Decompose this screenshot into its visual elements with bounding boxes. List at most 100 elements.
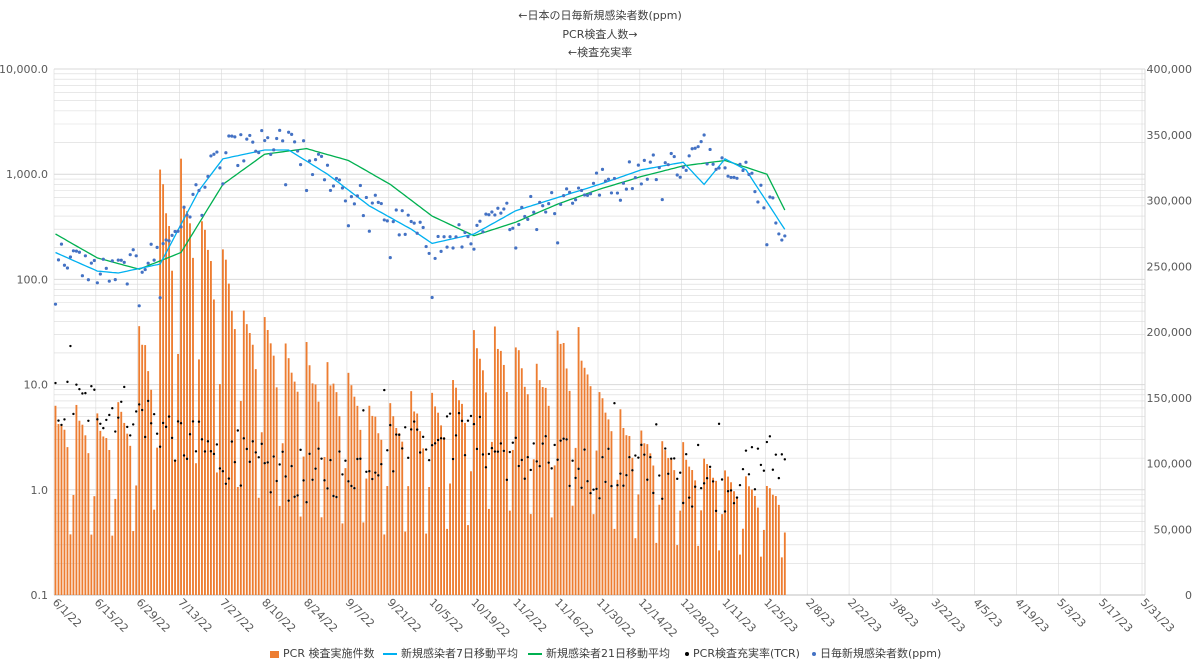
- legend-swatch-bars: [270, 650, 279, 658]
- x-tick-label: 10/5/22: [426, 596, 465, 635]
- pcr-bar: [733, 491, 735, 595]
- x-tick-label: 6/1/22: [50, 596, 84, 630]
- daily-case-point: [651, 153, 655, 157]
- tcr-point: [132, 423, 135, 426]
- daily-case-point: [269, 152, 273, 156]
- pcr-bar: [305, 342, 308, 595]
- daily-case-point: [430, 295, 434, 300]
- tcr-point: [750, 446, 754, 449]
- tcr-point: [188, 433, 192, 436]
- daily-cases-points: [53, 128, 787, 308]
- tcr-point: [275, 479, 278, 483]
- tcr-point: [362, 409, 365, 412]
- pcr-bar: [631, 457, 634, 595]
- pcr-bar: [762, 529, 765, 595]
- right-tick-label: 350,000: [1147, 129, 1193, 142]
- pcr-bar: [655, 542, 658, 595]
- daily-case-point: [490, 210, 494, 214]
- pcr-bar: [467, 525, 469, 595]
- tcr-point: [386, 449, 389, 452]
- daily-case-point: [573, 198, 578, 202]
- daily-case-point: [523, 214, 527, 219]
- tcr-point: [404, 426, 407, 429]
- pcr-bar: [592, 514, 595, 595]
- tcr-point: [777, 476, 781, 480]
- right-tick-label: 150,000: [1147, 392, 1193, 405]
- tcr-point: [601, 455, 604, 459]
- daily-case-point: [290, 132, 294, 136]
- pcr-bar: [156, 447, 159, 595]
- pcr-bar: [607, 419, 610, 595]
- tcr-point: [511, 441, 515, 444]
- daily-case-point: [373, 193, 377, 197]
- pcr-bar: [526, 394, 529, 595]
- daily-case-point: [750, 171, 754, 175]
- pcr-bar: [296, 391, 299, 595]
- pcr-bar: [218, 384, 221, 595]
- pcr-bar: [126, 433, 129, 595]
- daily-case-point: [600, 167, 605, 171]
- pcr-bar: [768, 488, 771, 595]
- pcr-bar: [544, 387, 547, 595]
- daily-case-point: [726, 174, 730, 178]
- pcr-bar: [362, 522, 365, 595]
- pcr-bar: [404, 531, 407, 595]
- daily-case-point: [131, 248, 135, 252]
- tcr-point: [158, 445, 162, 448]
- pcr-bar: [177, 353, 179, 595]
- tcr-point: [78, 387, 81, 391]
- daily-case-point: [579, 188, 584, 193]
- left-tick-label: 0.1: [31, 589, 49, 602]
- tcr-point: [329, 458, 332, 462]
- pcr-bar: [117, 402, 120, 595]
- pcr-bar: [571, 505, 574, 595]
- pcr-bar: [147, 371, 150, 595]
- daily-case-point: [648, 160, 652, 164]
- daily-case-point: [59, 242, 64, 246]
- tcr-point: [293, 495, 296, 499]
- daily-case-point: [660, 197, 664, 202]
- pcr-bar: [676, 545, 679, 595]
- tcr-point: [182, 454, 186, 457]
- pcr-bar: [138, 326, 141, 595]
- daily-case-point: [409, 219, 413, 224]
- daily-case-point: [74, 249, 79, 253]
- x-tick-label: 7/27/22: [217, 596, 256, 635]
- pcr-bar: [490, 441, 493, 595]
- tcr-point: [272, 455, 275, 458]
- pcr-bar: [628, 436, 631, 595]
- x-tick-label: 1/25/23: [761, 596, 800, 635]
- daily-case-point: [304, 188, 309, 193]
- tcr-point: [72, 412, 75, 416]
- daily-case-point: [379, 201, 383, 206]
- tcr-point: [457, 411, 461, 415]
- tcr-point: [368, 470, 371, 473]
- pcr-bar: [201, 221, 203, 596]
- tcr-point: [173, 459, 177, 462]
- pcr-bar: [269, 343, 272, 595]
- tcr-point: [140, 408, 144, 412]
- pcr-bar: [565, 368, 568, 595]
- tcr-point: [661, 497, 664, 500]
- pcr-bar: [189, 223, 191, 596]
- pcr-bar: [715, 480, 717, 595]
- pcr-bar: [422, 448, 425, 595]
- tcr-point: [448, 412, 452, 415]
- daily-case-point: [597, 193, 602, 197]
- daily-case-point: [352, 202, 356, 206]
- tcr-point: [365, 470, 368, 473]
- tcr-point: [84, 391, 87, 395]
- pcr-bar: [389, 403, 392, 595]
- pcr-bar: [383, 534, 386, 595]
- pcr-bar: [730, 482, 732, 595]
- pcr-bar: [613, 528, 616, 595]
- daily-case-point: [167, 239, 171, 243]
- daily-case-point: [585, 193, 590, 198]
- daily-case-point: [158, 296, 162, 300]
- daily-case-point: [161, 242, 165, 246]
- pcr-bar: [90, 534, 93, 595]
- pcr-bar: [215, 472, 218, 595]
- tcr-point: [311, 478, 314, 482]
- pcr-bar: [150, 389, 153, 595]
- pcr-bar: [359, 429, 362, 595]
